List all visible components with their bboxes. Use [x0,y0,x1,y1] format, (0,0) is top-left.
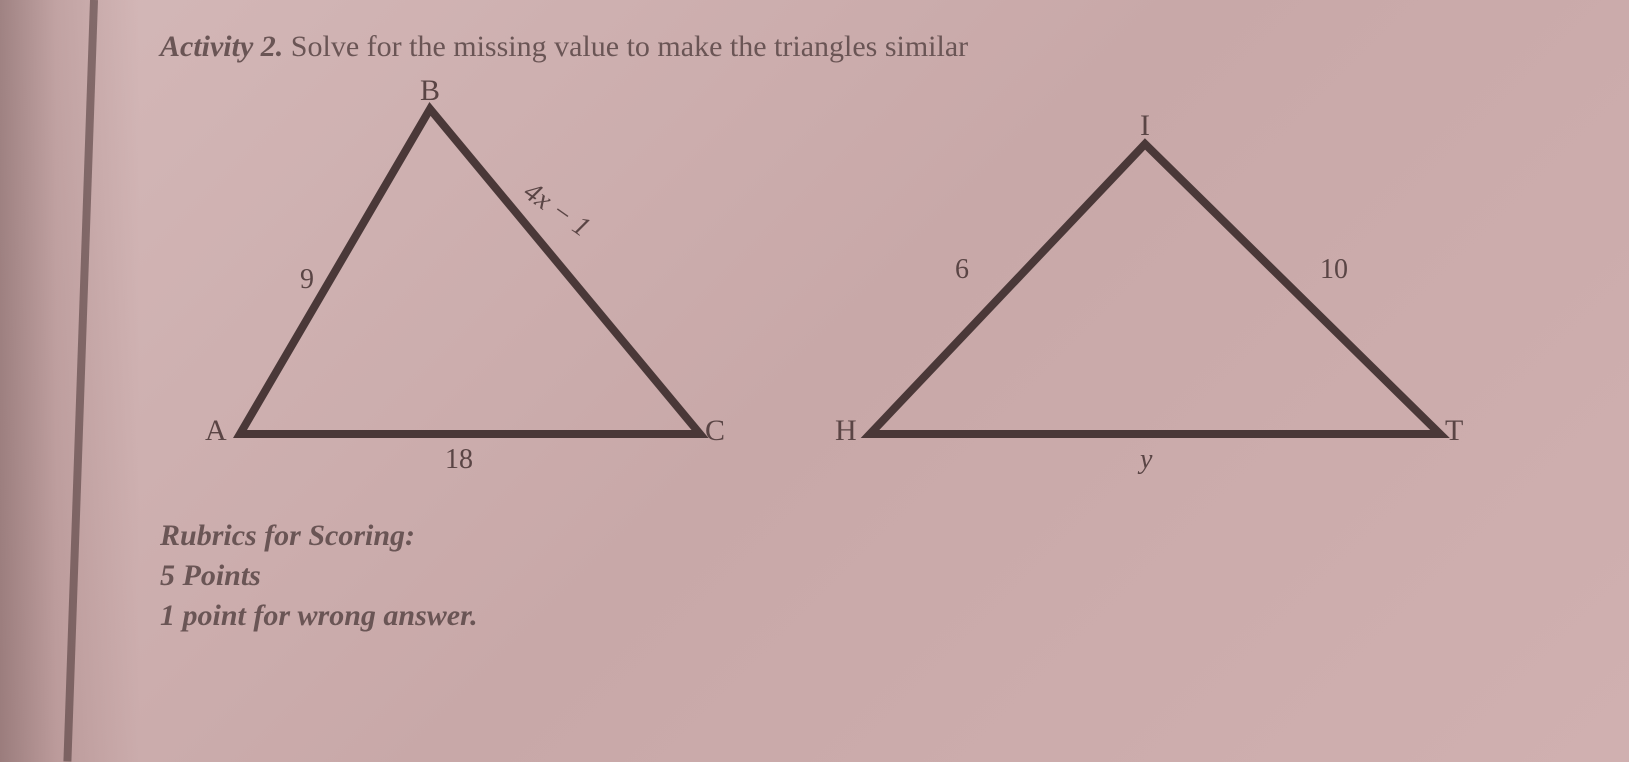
vertex-t: T [1445,414,1463,448]
vertex-h: H [835,414,857,448]
side-ab: 9 [300,264,314,296]
vertex-a: A [205,414,227,448]
content-area: Activity 2. Solve for the missing value … [160,30,1560,639]
side-ac: 18 [445,444,473,476]
triangle-abc-svg [200,84,720,464]
vertex-i: I [1140,109,1150,143]
activity-title: Activity 2. Solve for the missing value … [160,30,1560,64]
rubrics-points: 5 Points [160,559,1560,593]
side-ht: y [1140,444,1152,476]
activity-label: Activity 2. [160,30,283,63]
rubrics: Rubrics for Scoring: 5 Points 1 point fo… [160,519,1560,633]
activity-instruction: Solve for the missing value to make the … [291,30,968,63]
triangle-hit: I H T 6 10 y [840,114,1460,494]
rubrics-title: Rubrics for Scoring: [160,519,1560,553]
rubrics-wrong: 1 point for wrong answer. [160,599,1560,633]
side-hi: 6 [955,254,969,286]
triangles-row: B A C 9 4x − 1 18 I H T 6 10 y [200,84,1560,494]
triangle-hit-svg [840,114,1460,474]
side-it: 10 [1320,254,1348,286]
triangle-abc: B A C 9 4x − 1 18 [200,84,720,484]
vertex-c: C [705,414,725,448]
vertex-b: B [420,74,440,108]
triangle-hit-shape [870,144,1440,434]
